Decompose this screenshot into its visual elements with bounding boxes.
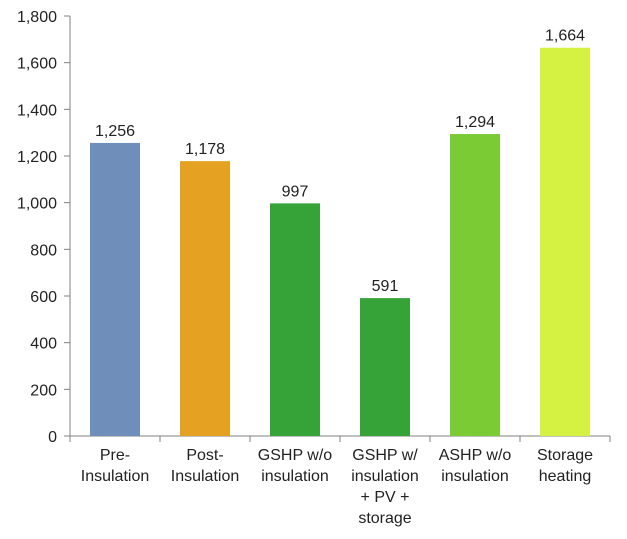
category-label: Pre- Insulation (81, 447, 150, 485)
category-label-line: Insulation (171, 468, 240, 485)
category-label-line: + PV + (361, 489, 410, 506)
bar (270, 203, 320, 436)
category-label: Storage heating (537, 447, 593, 485)
data-label: 591 (372, 278, 399, 295)
bar (540, 47, 590, 436)
y-tick-label: 0 (48, 429, 57, 446)
bar (180, 161, 230, 436)
category-label-line: insulation (441, 468, 509, 485)
category-label-line: GSHP w/ (352, 447, 418, 464)
y-tick-label: 1,000 (17, 196, 57, 213)
data-label: 1,294 (455, 114, 495, 131)
x-axis (69, 435, 611, 442)
bars (90, 47, 590, 437)
bar (360, 298, 410, 436)
data-label: 1,664 (545, 28, 585, 45)
category-label: GSHP w/insulation + PV + storage (351, 447, 419, 527)
category-label-line: heating (539, 468, 592, 485)
category-label-line: ASHP w/o (439, 447, 512, 464)
data-label: 997 (282, 183, 309, 200)
y-tick-label: 200 (30, 382, 57, 399)
category-label-line: Pre- (100, 447, 130, 464)
y-tick-label: 1,600 (17, 56, 57, 73)
category-label-line: insulation (261, 468, 329, 485)
category-label-line: GSHP w/o (258, 447, 333, 464)
data-label: 1,256 (95, 123, 135, 140)
category-label-line: Post- (186, 447, 223, 464)
y-axis: 0 200 400 600 800 1,000 1,200 1,400 1,600 1,800 (17, 9, 71, 446)
category-label: ASHP w/o insulation (439, 447, 512, 485)
y-tick-label: 1,200 (17, 149, 57, 166)
y-tick-label: 1,800 (17, 9, 57, 26)
category-label: Post- Insulation (171, 447, 240, 485)
bar (450, 134, 500, 437)
bar (90, 142, 140, 436)
y-tick-label: 600 (30, 289, 57, 306)
category-label-line: Insulation (81, 468, 150, 485)
y-tick-label: 400 (30, 336, 57, 353)
data-label: 1,178 (185, 141, 225, 158)
category-label-line: Storage (537, 447, 593, 464)
y-tick-label: 800 (30, 242, 57, 259)
y-tick-label: 1,400 (17, 102, 57, 119)
category-label-line: insulation (351, 468, 419, 485)
data-labels: 1,256 1,178 997 591 1,294 1,664 (95, 28, 585, 295)
category-label-line: storage (358, 510, 411, 527)
category-labels: Pre- Insulation Post- Insulation GSHP w/o ins… (81, 447, 593, 527)
category-label: GSHP w/o insulation (258, 447, 333, 485)
